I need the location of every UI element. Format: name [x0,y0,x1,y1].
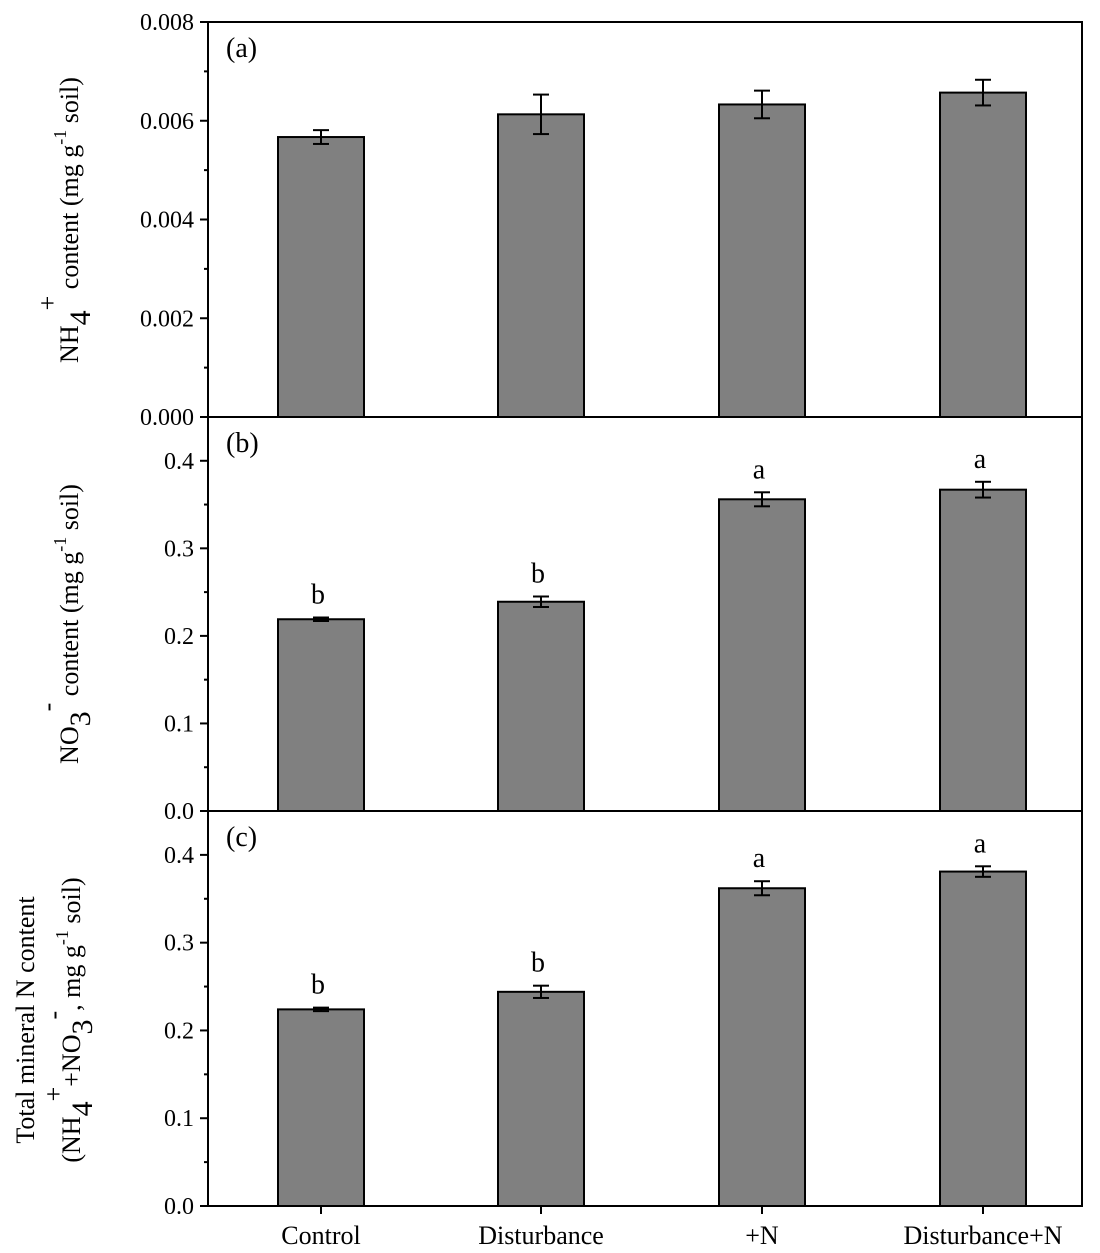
panel-b-bar [939,488,1027,812]
panel-c-y-tick-label: 0.0 [164,1194,194,1220]
panel-b-significance-letter: a [753,454,766,485]
panel-b-bar [718,498,806,812]
panel-c-bar [497,990,585,1207]
panel-b-y-ticks: 0.0 0.1 0.2 0.3 0.4 [164,449,208,825]
panel-b-bars: b b a a [277,444,1027,813]
panel-a-bar [718,103,806,419]
panel-b-significance-letter: a [974,444,987,475]
panel-b-bar [497,600,585,813]
panel-a-bar [277,136,365,418]
x-category-label: Disturbance+N [903,1221,1062,1250]
panel-c-frame [207,810,1083,1207]
panel-c-significance-letter: a [753,843,766,874]
panel-c-significance-letter: b [531,948,545,979]
panel-a-bars [277,78,1027,419]
panel-c-significance-letter: a [974,828,987,859]
panel-a: 0.000 0.002 0.004 0.006 0.008 (a) NH4+ conte… [33,10,1083,431]
panel-a-bar [939,91,1027,418]
panel-c-significance-letter: b [311,970,325,1001]
panel-c-y-ticks: 0.0 0.1 0.2 0.3 0.4 [164,843,208,1220]
panel-c-y-axis-title-line2: (NH4++NO3-, mg g-1 soil) [39,877,99,1162]
panel-a-y-tick-label: 0.002 [140,306,194,332]
panel-c-bar [939,870,1027,1207]
panel-a-label: (a) [226,33,257,64]
panel-c-y-tick-label: 0.1 [164,1106,194,1132]
panel-a-y-tick-label: 0.006 [140,109,194,135]
panel-b-y-tick-label: 0.1 [164,711,194,737]
panel-a-bar [497,113,585,419]
panel-b-y-tick-label: 0.0 [164,799,194,825]
panel-c-bars: b b a a [277,828,1027,1214]
panel-b: 0.0 0.1 0.2 0.3 0.4 b b a a (b) NO3- content (m… [33,416,1083,825]
panel-c-y-tick-label: 0.4 [164,843,194,869]
panel-c-y-tick-label: 0.3 [164,931,194,957]
panel-b-y-tick-label: 0.4 [164,449,194,475]
panel-a-y-ticks: 0.000 0.002 0.004 0.006 0.008 [140,10,208,431]
panel-b-bar [277,618,365,813]
panel-b-significance-letter: b [531,558,545,589]
panel-c-y-axis-title-line1: Total mineral N content [11,896,40,1144]
panel-a-y-tick-label: 0.004 [140,208,194,234]
panel-a-y-axis-title: NH4+ content (mg g-1 soil) [33,77,97,363]
panel-b-y-tick-label: 0.2 [164,624,194,650]
panel-b-significance-letter: b [311,580,325,611]
x-category-label: Disturbance [478,1221,604,1250]
panel-a-y-tick-label: 0.008 [140,10,194,36]
x-category-label: +N [745,1221,779,1250]
x-axis-labels: Control Disturbance +N Disturbance+N [281,1221,1062,1250]
panel-c-label: (c) [226,822,257,853]
panel-b-y-tick-label: 0.3 [164,536,194,562]
panel-c-y-tick-label: 0.2 [164,1018,194,1044]
panel-c-bar [277,1008,365,1208]
x-category-label: Control [281,1221,360,1250]
panel-c: 0.0 0.1 0.2 0.3 0.4 b b a a (c) Total mineral N… [11,810,1083,1220]
panel-b-y-axis-title: NO3- content (mg g-1 soil) [33,484,97,764]
panel-a-y-tick-label: 0.000 [140,405,194,431]
panel-c-bar [718,887,806,1207]
panel-b-label: (b) [226,428,259,459]
